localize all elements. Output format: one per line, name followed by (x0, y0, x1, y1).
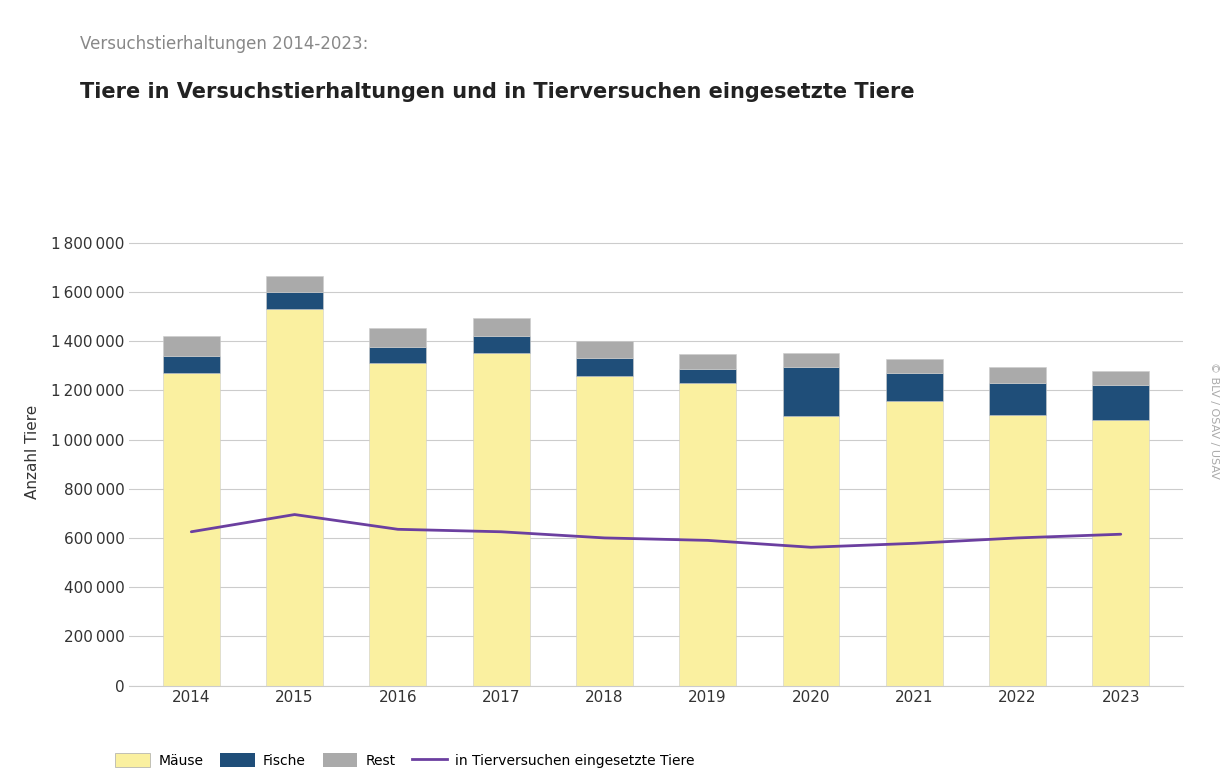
Bar (886, 373, 942, 401)
Bar (473, 337, 530, 354)
Bar (370, 328, 426, 347)
Bar (886, 401, 942, 686)
Bar (782, 416, 839, 686)
Bar (577, 340, 633, 358)
Legend: Mäuse, Fische, Rest, in Tierversuchen eingesetzte Tiere: Mäuse, Fische, Rest, in Tierversuchen ei… (116, 753, 695, 768)
Bar (163, 373, 219, 686)
Bar (989, 367, 1046, 383)
Bar (163, 337, 219, 356)
Bar (370, 347, 426, 363)
Y-axis label: Anzahl Tiere: Anzahl Tiere (25, 405, 39, 499)
Bar (782, 367, 839, 416)
Bar (1093, 371, 1149, 386)
Bar (989, 415, 1046, 686)
Bar (473, 318, 530, 337)
Bar (163, 356, 219, 373)
Bar (679, 383, 736, 686)
Bar (679, 369, 736, 383)
Bar (1093, 420, 1149, 686)
Bar (266, 309, 323, 686)
Bar (266, 276, 323, 292)
Bar (679, 354, 736, 369)
Bar (473, 354, 530, 686)
Bar (577, 358, 633, 375)
Bar (1093, 386, 1149, 420)
Bar (886, 359, 942, 373)
Bar (989, 383, 1046, 415)
Text: Versuchstierhaltungen 2014-2023:: Versuchstierhaltungen 2014-2023: (80, 35, 368, 53)
Text: © BLV / OSAV / USAV: © BLV / OSAV / USAV (1209, 362, 1218, 479)
Bar (266, 292, 323, 309)
Bar (577, 375, 633, 686)
Text: Tiere in Versuchstierhaltungen und in Tierversuchen eingesetzte Tiere: Tiere in Versuchstierhaltungen und in Ti… (80, 82, 914, 102)
Bar (370, 363, 426, 686)
Bar (782, 353, 839, 367)
